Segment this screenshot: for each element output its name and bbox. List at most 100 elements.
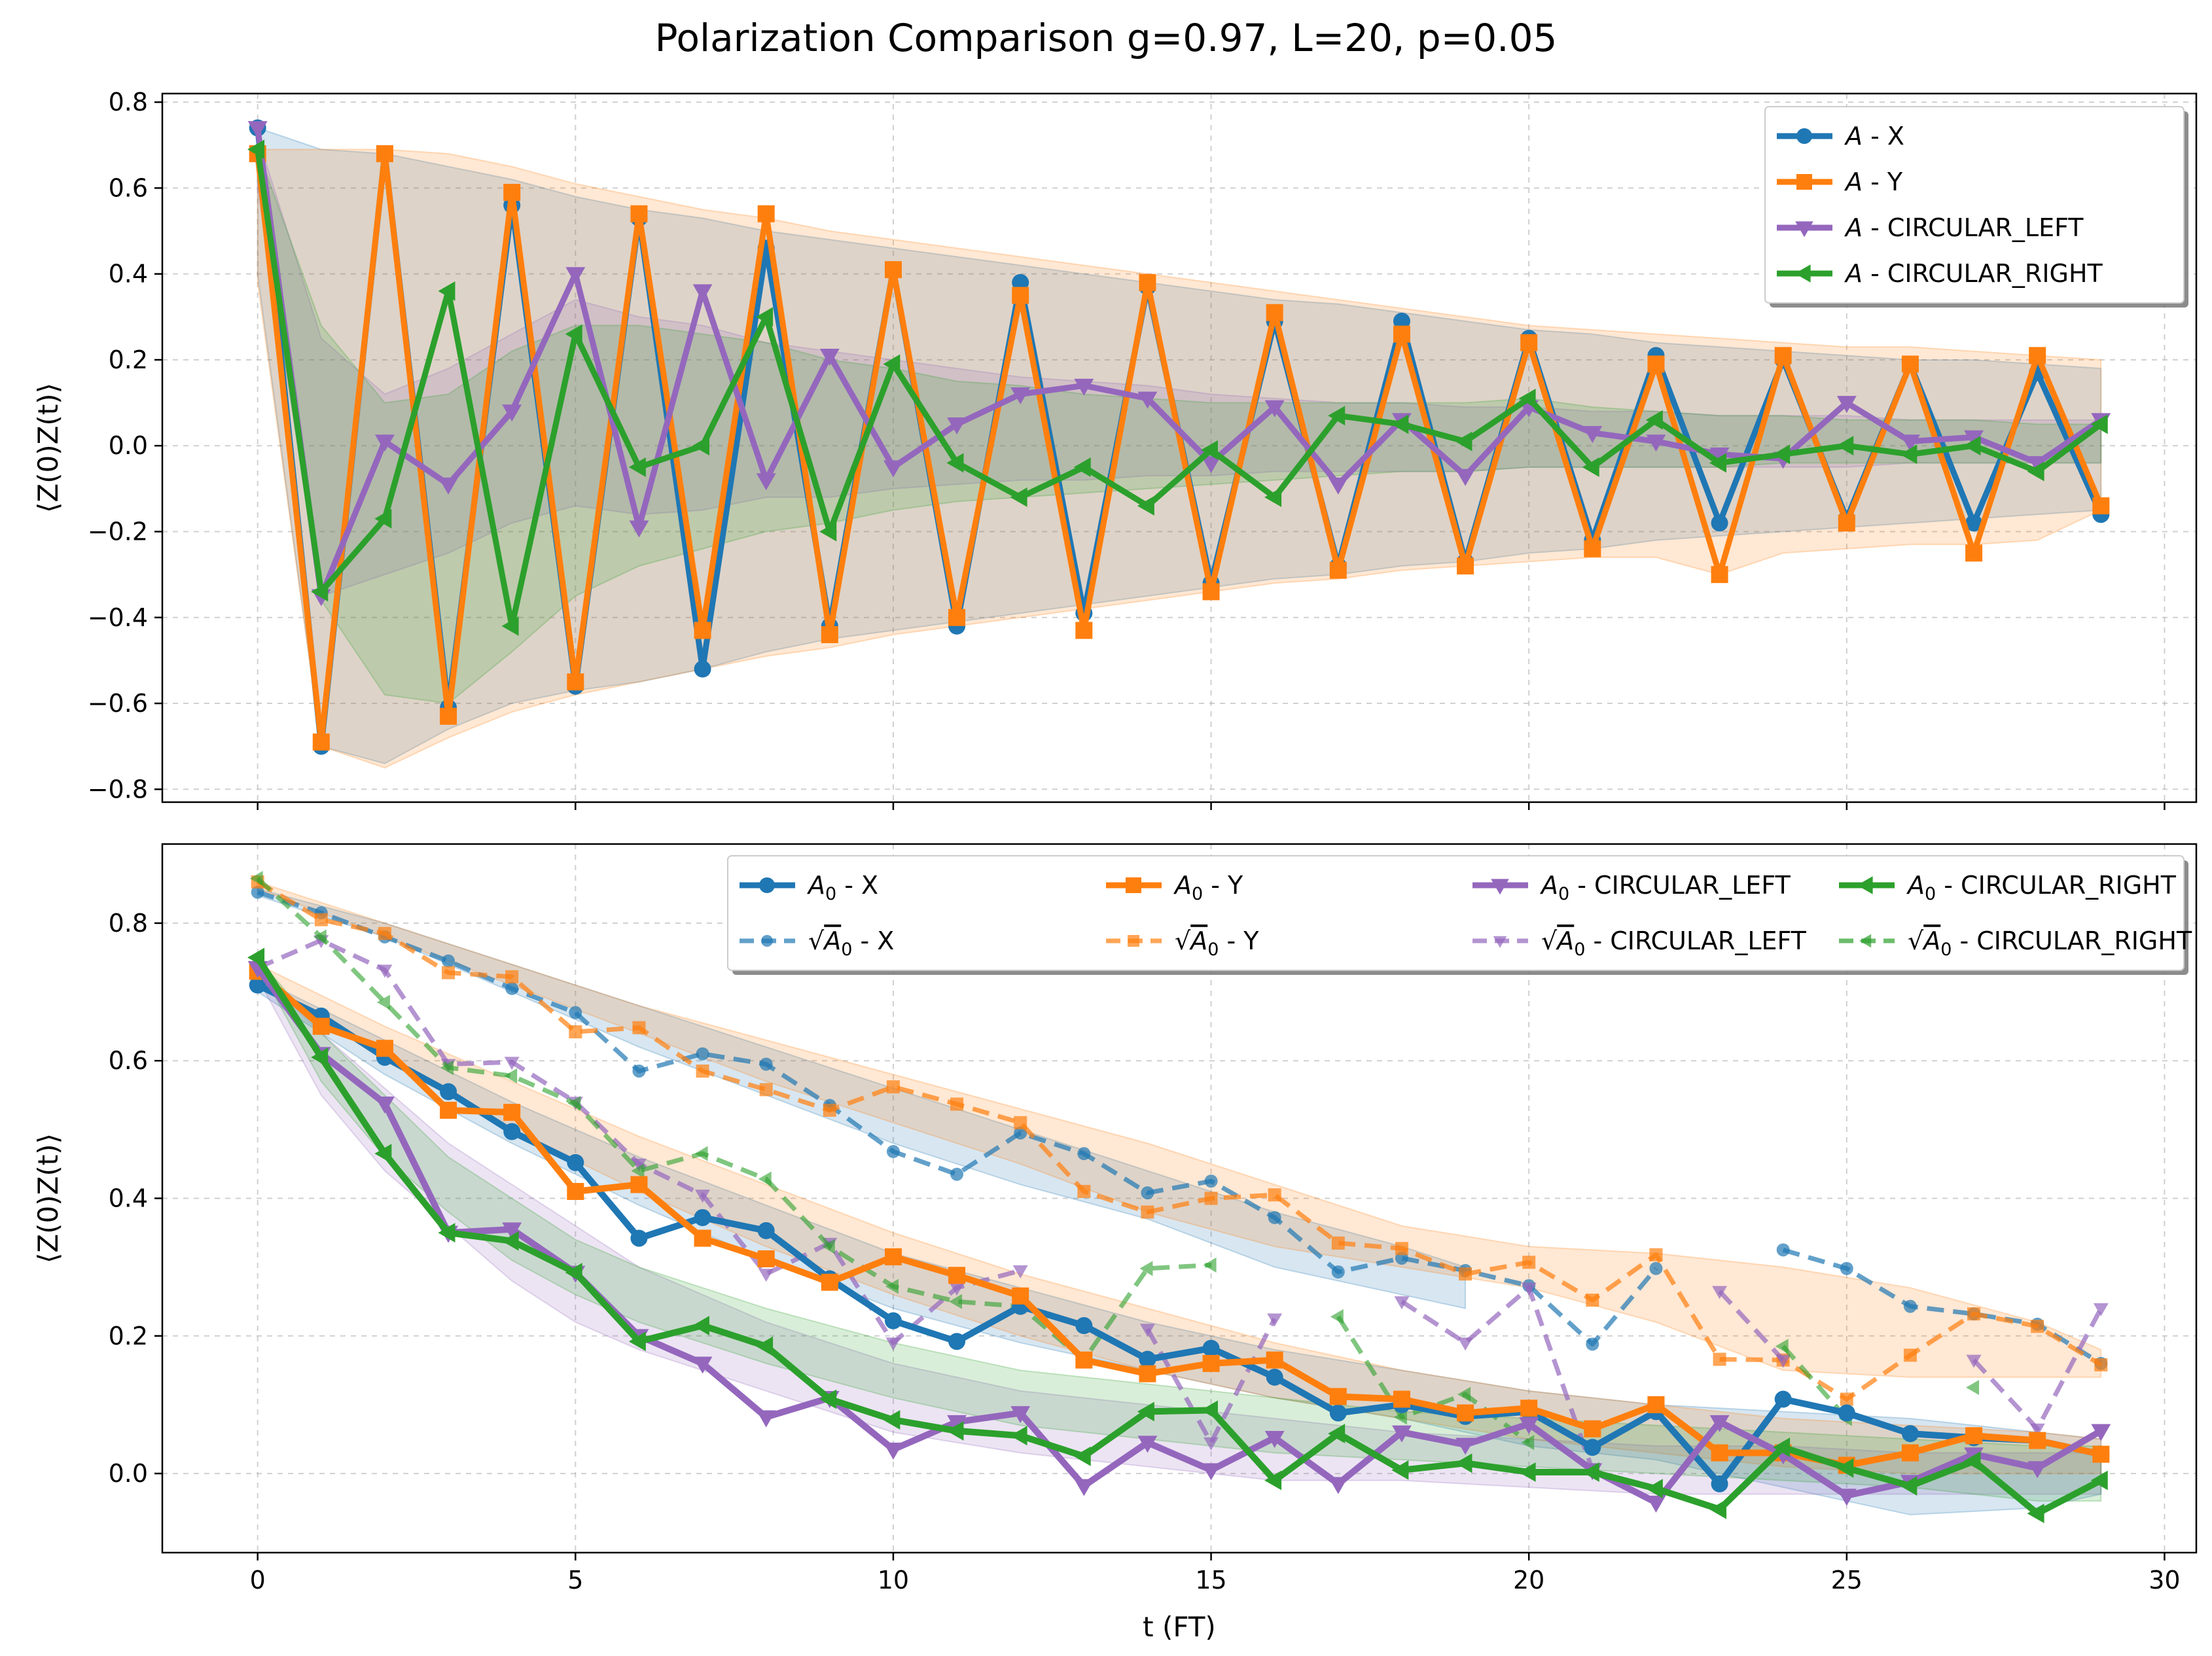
top-data-point — [1773, 444, 1791, 465]
top-data-point — [1965, 514, 1983, 532]
bottom-data-point — [696, 1047, 709, 1061]
top-data-point — [1264, 487, 1282, 507]
top-data-point — [502, 404, 522, 422]
top-legend-marker — [1795, 221, 1813, 238]
bottom-data-point — [2027, 1461, 2048, 1479]
top-data-point — [1900, 434, 1920, 452]
bottom-data-point — [502, 1222, 522, 1240]
bottom-data-point — [883, 1442, 903, 1460]
top-ytick-label: −0.2 — [88, 517, 148, 546]
bottom-data-point — [2029, 1423, 2045, 1437]
bottom-data-point — [630, 1229, 648, 1247]
bottom-data-point — [947, 1415, 967, 1432]
bottom-legend-entry: A0 - CIRCULAR_RIGHT — [1839, 871, 2177, 904]
bottom-data-point — [632, 1021, 646, 1034]
bottom-data-point — [1965, 1427, 1983, 1445]
bottom-data-point — [1393, 1409, 1407, 1425]
bottom-data-point — [569, 1006, 582, 1019]
bottom-legend-label: A0 - X — [806, 871, 878, 904]
bottom-data-point — [630, 1176, 648, 1193]
top-data-point — [1074, 378, 1094, 396]
top-data-point — [1520, 334, 1538, 351]
bottom-legend-marker — [1491, 879, 1509, 895]
bottom-data-point — [1586, 1294, 1599, 1307]
bottom-data-point — [440, 1083, 457, 1101]
top-data-point — [1711, 566, 1728, 584]
bottom-data-point — [695, 1189, 711, 1203]
bottom-data-point — [1836, 1458, 1854, 1478]
bottom-data-point — [1836, 1489, 1857, 1506]
top-data-point — [1647, 355, 1665, 373]
bottom-data-point — [1395, 1242, 1408, 1256]
top-series — [247, 139, 2108, 636]
bottom-data-point — [504, 1068, 518, 1083]
bottom-data-point — [501, 1231, 519, 1251]
bottom-data-point — [1712, 1286, 1728, 1299]
bottom-data-point — [313, 929, 327, 945]
bottom-data-point — [1649, 1248, 1663, 1261]
top-data-point — [948, 608, 966, 626]
bottom-xtick-label: 5 — [567, 1566, 583, 1594]
figure-title: Polarization Comparison g=0.97, L=20, p=… — [655, 16, 1558, 60]
top-series-line — [255, 150, 2104, 745]
bottom-data-point — [632, 1064, 646, 1078]
bottom-legend: A0 - X √A0 - X A0 - Y √A0 - Y A0 - CIRCULAR_… — [727, 855, 2192, 975]
bottom-data-point — [1139, 1350, 1156, 1368]
bottom-series — [249, 962, 2110, 1474]
bottom-data-point — [1520, 1400, 1538, 1417]
bottom-data-point — [1582, 1462, 1599, 1482]
bottom-xtick-label: 10 — [878, 1566, 909, 1594]
bottom-data-point — [1329, 1388, 1347, 1405]
top-data-point — [503, 183, 521, 201]
bottom-legend-label: A0 - Y — [1173, 871, 1243, 904]
bottom-legend-entry: A0 - Y — [1106, 871, 1243, 904]
top-axes-frame — [161, 92, 2198, 803]
top-data-point — [1711, 514, 1728, 532]
top-legend-entry: A - Y — [1777, 167, 1903, 196]
bottom-data-point — [1202, 1354, 1220, 1372]
top-data-point — [1393, 312, 1410, 330]
bottom-data-point — [1075, 1317, 1093, 1335]
bottom-data-point — [631, 1163, 645, 1178]
top-ytick-label: 0.6 — [109, 173, 148, 202]
bottom-data-point — [756, 1410, 776, 1428]
bottom-data-point — [1901, 1425, 1919, 1443]
bottom-data-point — [885, 1278, 899, 1294]
top-data-point — [1391, 414, 1409, 434]
bottom-data-point — [821, 1273, 838, 1291]
bottom-data-point — [1268, 1210, 1281, 1224]
bottom-data-point — [692, 1316, 709, 1335]
bottom-data-point — [1267, 1313, 1283, 1327]
bottom-data-point — [2092, 1445, 2110, 1463]
top-legend-box — [1764, 106, 2185, 304]
top-data-point — [374, 434, 395, 452]
top-data-point — [1137, 391, 1158, 409]
top-data-point — [247, 121, 268, 139]
top-data-point — [2092, 497, 2110, 515]
bottom-data-point — [2094, 1358, 2108, 1371]
top-ytick-label: 0.0 — [109, 431, 148, 460]
bottom-panel: 0 5 10 15 20 25 30 0.0 0.2 0.4 0.6 0.8 ⟨Z(0)Z(t)⟩ t (… — [32, 843, 2198, 1643]
bottom-data-point — [692, 1356, 713, 1374]
bottom-legend-entry: √A0 - CIRCULAR_LEFT — [1472, 926, 1807, 960]
top-data-point — [1518, 389, 1536, 408]
bottom-legend-box — [727, 855, 2185, 971]
top-data-point — [756, 473, 776, 491]
bottom-data-point — [1966, 1354, 1982, 1368]
bottom-data-point — [1457, 1404, 1474, 1422]
top-data-point — [1139, 273, 1156, 291]
bottom-xtick-label: 25 — [1831, 1566, 1863, 1594]
bottom-data-point — [1391, 1425, 1412, 1443]
bottom-data-point — [2093, 1303, 2109, 1316]
bottom-data-point — [1840, 1261, 1853, 1275]
top-data-point — [1455, 468, 1476, 486]
top-data-point — [1328, 406, 1346, 426]
bottom-legend-entry: A0 - CIRCULAR_LEFT — [1472, 871, 1791, 904]
bottom-data-point — [567, 1182, 584, 1200]
top-data-point — [1646, 434, 1666, 452]
top-data-point — [1266, 304, 1283, 321]
top-legend-entry: A - CIRCULAR_LEFT — [1777, 213, 2084, 242]
bottom-data-point — [249, 871, 263, 887]
bottom-data-point — [1266, 1351, 1283, 1369]
bottom-data-point — [1073, 1446, 1091, 1466]
